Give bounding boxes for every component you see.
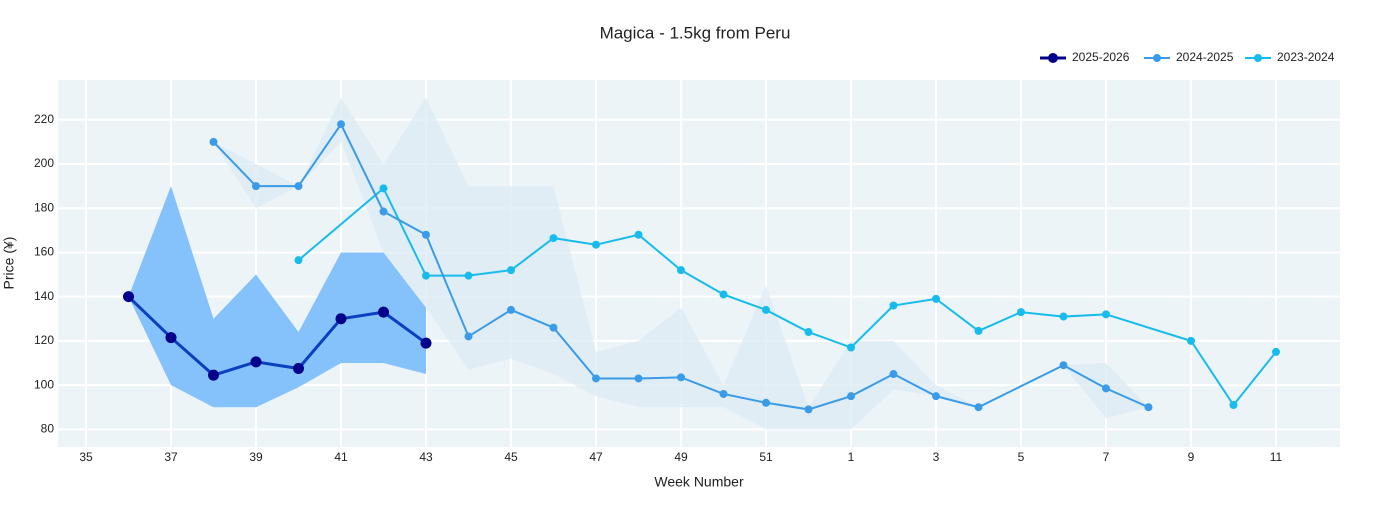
data-point [549, 234, 558, 243]
x-tick-label: 43 [419, 450, 433, 464]
data-point [464, 271, 473, 280]
data-point [293, 363, 304, 375]
y-tick-label: 140 [34, 289, 54, 303]
data-point [1059, 361, 1068, 370]
x-tick-label: 37 [164, 450, 178, 464]
data-point [507, 266, 515, 275]
data-point [847, 392, 855, 401]
y-tick-label: 220 [34, 112, 54, 126]
data-point [762, 305, 770, 314]
x-tick-label: 9 [1188, 450, 1195, 464]
x-tick-label: 5 [1018, 450, 1025, 464]
data-point [1187, 336, 1195, 345]
data-point [1144, 403, 1153, 412]
range-band [128, 186, 426, 408]
data-point [1102, 384, 1110, 393]
x-axis-label: Week Number [654, 474, 744, 490]
data-point [677, 266, 685, 275]
data-point [250, 356, 262, 368]
data-point [719, 290, 728, 299]
x-tick-label: 47 [589, 450, 603, 464]
x-tick-label: 41 [334, 450, 348, 464]
x-tick-label: 51 [759, 450, 773, 464]
legend-marker [1048, 53, 1058, 63]
x-tick-label: 45 [504, 450, 518, 464]
series-line [297, 186, 1277, 407]
data-point [974, 403, 983, 412]
legend-label: 2023-2024 [1277, 50, 1335, 64]
data-point [804, 328, 813, 337]
data-point [634, 230, 643, 239]
data-point [634, 374, 643, 383]
data-point [422, 230, 430, 239]
data-point [1017, 308, 1025, 317]
data-point [252, 182, 260, 191]
data-point [209, 137, 218, 146]
x-tick-label: 7 [1103, 450, 1110, 464]
data-point [592, 374, 600, 383]
range-band [213, 97, 1149, 430]
data-point [464, 332, 473, 341]
x-tick-label: 49 [674, 450, 688, 464]
x-tick-label: 3 [933, 450, 940, 464]
x-tick-label: 1 [848, 450, 855, 464]
data-point [549, 323, 558, 332]
data-point [294, 256, 303, 265]
data-point [762, 398, 770, 407]
data-point [1102, 310, 1110, 319]
data-point [123, 291, 134, 303]
data-point [165, 332, 177, 344]
data-point [677, 373, 685, 382]
data-point [378, 306, 389, 318]
series-line [212, 122, 1149, 411]
data-point [974, 326, 983, 335]
data-point [932, 294, 940, 303]
data-point [1229, 400, 1238, 409]
data-point [889, 370, 898, 379]
data-point [507, 305, 515, 314]
series-line [127, 295, 427, 377]
x-tick-label: 11 [1270, 450, 1283, 464]
legend-marker [1153, 54, 1161, 62]
data-point [294, 182, 303, 191]
y-tick-label: 100 [34, 377, 54, 391]
data-point [422, 271, 430, 280]
data-point [420, 337, 432, 349]
y-tick-label: 160 [34, 245, 54, 259]
y-tick-label: 180 [34, 200, 54, 214]
data-point [889, 301, 898, 310]
data-point [1059, 312, 1068, 321]
data-point [379, 207, 388, 216]
data-point [932, 392, 940, 401]
data-point [592, 240, 600, 249]
y-axis-label: Price (¥) [1, 237, 17, 290]
data-point [804, 405, 813, 414]
data-point [719, 389, 728, 398]
y-tick-label: 80 [41, 421, 55, 435]
data-point [379, 184, 388, 193]
data-point [1272, 347, 1280, 356]
chart-title: Magica - 1.5kg from Peru [600, 23, 791, 42]
data-point [208, 369, 219, 381]
data-point [335, 313, 347, 325]
legend-label: 2024-2025 [1176, 50, 1234, 64]
legend-marker [1254, 54, 1262, 62]
data-point [337, 120, 345, 129]
x-tick-label: 39 [249, 450, 263, 464]
data-point [847, 343, 855, 352]
y-tick-label: 120 [34, 333, 54, 347]
x-tick-label: 35 [79, 450, 93, 464]
legend-label: 2025-2026 [1072, 50, 1130, 64]
y-tick-label: 200 [34, 156, 54, 170]
